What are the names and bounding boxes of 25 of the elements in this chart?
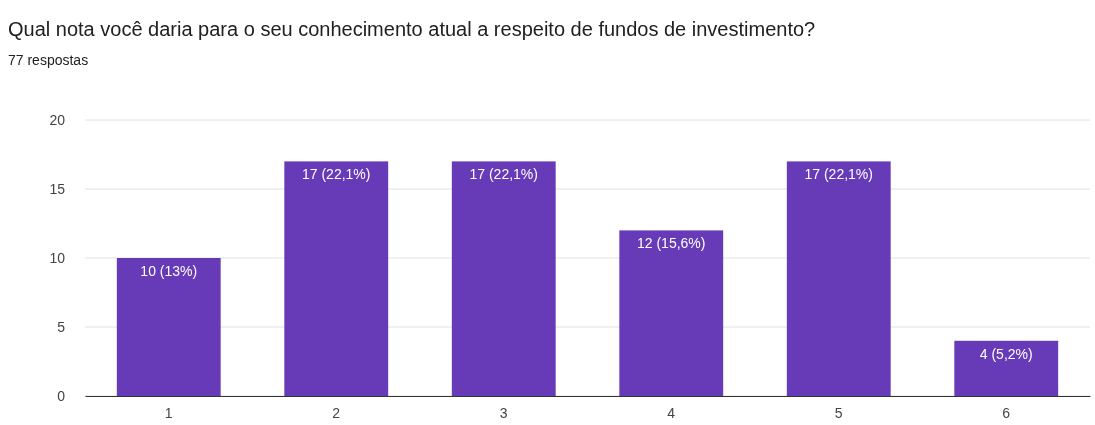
y-tick-label: 20	[49, 111, 66, 128]
bar	[451, 161, 556, 396]
y-tick-label: 0	[57, 387, 66, 404]
x-tick-label: 1	[164, 404, 173, 421]
bar	[619, 230, 724, 396]
chart-subtitle: 77 respostas	[8, 52, 89, 68]
chart-title: Qual nota você daria para o seu conhecimento atual a respeito de fundos de investimento?	[8, 18, 816, 40]
bar	[954, 340, 1059, 396]
bar	[786, 161, 891, 396]
x-tick-label: 2	[332, 404, 341, 421]
data-label: 17 (22,1%)	[302, 166, 371, 183]
data-label: 12 (15,6%)	[637, 235, 706, 252]
bar	[284, 161, 389, 396]
data-label: 17 (22,1%)	[804, 166, 873, 183]
y-tick-label: 10	[49, 249, 66, 266]
x-tick-label: 3	[499, 404, 508, 421]
data-label: 10 (13%)	[140, 263, 198, 279]
x-tick-label: 5	[834, 404, 843, 421]
data-label: 4 (5,2%)	[979, 345, 1033, 362]
x-tick-label: 4	[667, 404, 676, 421]
bar	[116, 258, 221, 396]
x-tick-label: 6	[1002, 404, 1011, 421]
y-tick-label: 5	[57, 318, 66, 335]
data-label: 17 (22,1%)	[469, 166, 538, 183]
y-tick-label: 15	[49, 180, 66, 197]
